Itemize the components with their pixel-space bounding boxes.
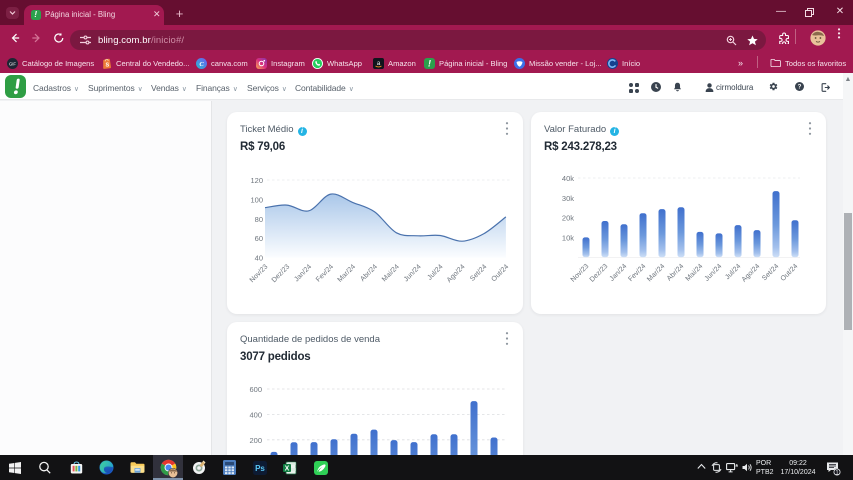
svg-text:Out/24: Out/24: [491, 263, 511, 283]
svg-text:Jun/24: Jun/24: [403, 263, 423, 283]
svg-text:40k: 40k: [562, 174, 574, 183]
svg-text:80: 80: [255, 215, 263, 224]
svg-text:Ago/24: Ago/24: [446, 263, 467, 284]
svg-text:Nov/23: Nov/23: [570, 263, 591, 284]
svg-text:Set/24: Set/24: [761, 263, 780, 282]
svg-text:Mai/24: Mai/24: [381, 263, 401, 283]
svg-text:a: a: [377, 61, 381, 67]
svg-text:Jul/24: Jul/24: [426, 263, 444, 281]
svg-text:Fev/24: Fev/24: [627, 263, 647, 283]
svg-text:20k: 20k: [562, 214, 574, 223]
svg-text:Ps: Ps: [255, 464, 265, 473]
svg-text:Nov/23: Nov/23: [249, 263, 270, 284]
svg-text:C: C: [199, 61, 204, 68]
svg-text:?: ?: [797, 84, 801, 91]
svg-text:10k: 10k: [562, 233, 574, 242]
svg-text:200: 200: [249, 436, 262, 445]
svg-text:Jan/24: Jan/24: [293, 263, 313, 283]
svg-text:Mar/24: Mar/24: [646, 263, 666, 283]
svg-text:400: 400: [249, 410, 262, 419]
svg-text:Abr/24: Abr/24: [359, 263, 379, 283]
svg-text:Ago/24: Ago/24: [741, 263, 762, 284]
svg-text:Mai/24: Mai/24: [685, 263, 705, 283]
svg-text:X: X: [285, 465, 290, 472]
svg-text:60: 60: [255, 234, 263, 243]
svg-text:GIF: GIF: [9, 61, 16, 66]
svg-text:S: S: [105, 62, 109, 68]
svg-text:!: !: [428, 58, 431, 68]
svg-text:Fev/24: Fev/24: [315, 263, 335, 283]
svg-text:Jan/24: Jan/24: [609, 263, 629, 283]
svg-text:120: 120: [250, 176, 263, 185]
svg-text:40: 40: [255, 254, 263, 263]
svg-text:600: 600: [249, 385, 262, 394]
svg-text:100: 100: [250, 195, 263, 204]
svg-text:Dez/23: Dez/23: [271, 263, 292, 284]
svg-text:Mar/24: Mar/24: [337, 263, 357, 283]
svg-text:Out/24: Out/24: [780, 263, 800, 283]
svg-text:Set/24: Set/24: [469, 263, 488, 282]
svg-text:1: 1: [835, 470, 839, 476]
svg-text:Jun/24: Jun/24: [704, 263, 724, 283]
svg-text:Abr/24: Abr/24: [666, 263, 686, 283]
svg-text:30k: 30k: [562, 194, 574, 203]
svg-text:Dez/23: Dez/23: [589, 263, 610, 284]
